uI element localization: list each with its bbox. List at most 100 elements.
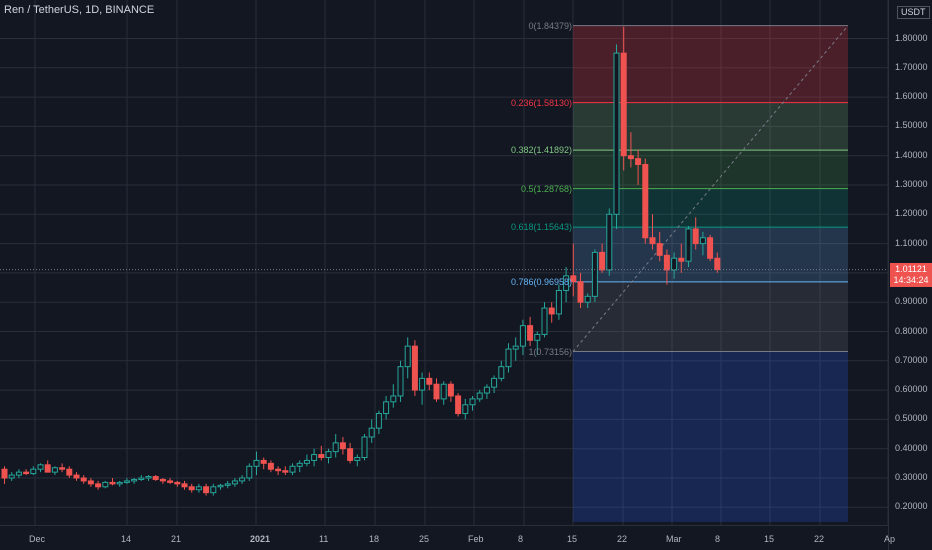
candle-body	[37, 464, 44, 470]
time-tick-label: Ap	[884, 534, 896, 544]
price-axis[interactable]: USDT 1.80000 1.70000 1.60000 1.50000 1.40000…	[888, 0, 932, 550]
candle-body	[188, 486, 195, 491]
price-tick-label: 0.90000	[895, 296, 928, 307]
fib-level-label: 0.382(1.41892)	[510, 145, 572, 156]
candle-body	[541, 307, 548, 335]
time-tick-label: 21	[171, 534, 182, 544]
time-tick-label: 22	[814, 534, 825, 544]
candle-body	[1, 468, 8, 479]
candle-body	[505, 348, 512, 368]
candle-body	[469, 398, 476, 406]
candle-body	[548, 307, 555, 315]
fib-level-label: 0(1.84379)	[528, 20, 572, 31]
time-tick-label: 25	[419, 534, 430, 544]
candle-body	[613, 52, 620, 215]
candle-body	[426, 377, 433, 385]
price-tick-label: 0.70000	[895, 354, 928, 365]
candle-body	[282, 470, 289, 473]
candle-body	[174, 481, 181, 485]
candle-body	[656, 243, 663, 256]
fib-band	[573, 281, 848, 352]
candle-body	[707, 237, 714, 259]
candle-body	[296, 462, 303, 467]
time-tick-label: 22	[617, 534, 628, 544]
candle-body	[397, 366, 404, 397]
fib-level-label: 0.236(1.58130)	[510, 97, 572, 108]
candle-body	[224, 483, 231, 486]
candle-body	[167, 480, 174, 483]
candle-body	[80, 477, 87, 482]
candle-body	[577, 281, 584, 303]
candle-body	[714, 257, 721, 271]
time-axis[interactable]: Dec 14 21 2021 11 18 25 Feb 8 15 22 Mar 8 15 22 Ap	[0, 525, 895, 550]
candle-body	[433, 383, 440, 400]
candle-body	[51, 467, 58, 473]
candle-body	[44, 464, 51, 473]
price-tick-label: 1.30000	[895, 179, 928, 189]
fib-trend-line	[572, 25, 849, 352]
candle-body	[195, 486, 202, 491]
time-tick-label: Dec	[29, 534, 46, 544]
candlestick-chart[interactable]	[0, 0, 888, 525]
candle-body	[483, 386, 490, 394]
candle-body	[275, 468, 282, 472]
candle-body	[253, 459, 260, 467]
candle-body	[635, 158, 642, 165]
price-tick-label: 1.40000	[895, 149, 928, 160]
candle-body	[339, 442, 346, 450]
candle-body	[404, 345, 411, 368]
time-tick-label: 11	[319, 534, 329, 544]
candle-body	[145, 476, 152, 479]
candle-body	[411, 345, 418, 391]
chart-plot-area[interactable]: 0(1.84379) 0.236(1.58130) 0.382(1.41892) 0.…	[0, 0, 888, 525]
candle-body	[584, 295, 591, 303]
last-price-tag: 1.01121 14:34:24	[890, 262, 932, 287]
time-tick-label: 8	[518, 534, 524, 544]
candle-body	[692, 228, 699, 245]
price-tick-label: 0.20000	[895, 501, 928, 512]
candle-body	[491, 377, 498, 388]
candle-body	[419, 377, 426, 391]
candle-body	[498, 366, 505, 379]
candle-body	[555, 289, 562, 315]
candle-body	[519, 325, 526, 347]
candle-body	[649, 237, 656, 245]
time-tick-label: 18	[369, 534, 380, 544]
price-tick-label: 0.80000	[895, 325, 928, 336]
fib-level-label: 0.5(1.28768)	[520, 183, 572, 194]
fib-level-label: 0.618(1.15643)	[510, 222, 572, 233]
candle-body	[685, 228, 692, 262]
candle-body	[440, 383, 447, 400]
candle-body	[87, 480, 94, 485]
candle-body	[570, 275, 577, 283]
candle-body	[642, 163, 649, 239]
candle-body	[476, 392, 483, 400]
candle-body	[347, 448, 354, 461]
time-tick-label: 2021	[250, 534, 271, 544]
candle-body	[303, 459, 310, 464]
candle-body	[663, 254, 670, 271]
price-tick-label: 0.50000	[895, 413, 928, 424]
candle-body	[138, 477, 145, 480]
candle-body	[678, 257, 685, 262]
candle-body	[325, 451, 332, 458]
price-tick-label: 1.10000	[895, 237, 928, 248]
candle-body	[383, 401, 390, 415]
currency-button[interactable]: USDT	[897, 6, 930, 19]
candle-body	[599, 251, 606, 271]
price-tick-label: 1.20000	[895, 208, 928, 219]
candle-body	[447, 383, 454, 397]
candle-body	[318, 454, 325, 458]
candle-body	[123, 480, 130, 483]
candle-body	[332, 442, 339, 453]
time-tick-label: Feb	[468, 534, 484, 544]
time-tick-label: 8	[715, 534, 721, 544]
candle-body	[181, 483, 188, 488]
symbol-title[interactable]: Ren / TetherUS, 1D, BINANCE	[4, 4, 155, 16]
candle-body	[260, 459, 267, 464]
candle-body	[390, 395, 397, 403]
candle-body	[375, 413, 382, 429]
candle-body	[563, 275, 570, 291]
candle-body	[512, 345, 519, 350]
candle-body	[699, 237, 706, 245]
